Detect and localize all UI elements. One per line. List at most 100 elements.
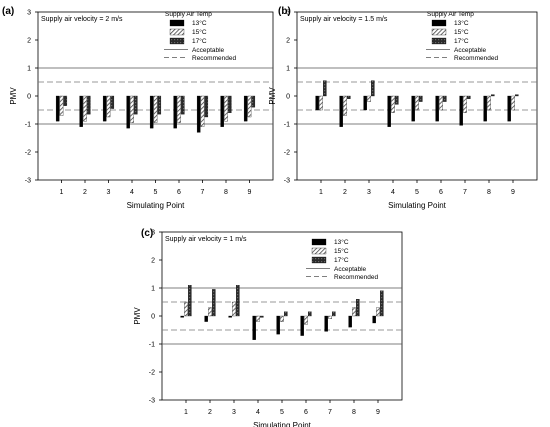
bar-17C-point-6 — [181, 95, 185, 115]
bar-15C-point-2 — [343, 95, 347, 116]
bar-15C-point-7 — [463, 95, 467, 113]
bar-17C-point-3 — [236, 285, 240, 317]
bar-17C-point-7 — [332, 311, 336, 317]
bar-15C-point-5 — [153, 95, 158, 123]
x-tick-label: 1 — [184, 409, 188, 416]
y-tick-label: -3 — [149, 398, 155, 405]
legend-label: 15°C — [334, 247, 349, 255]
x-tick-label: 3 — [232, 409, 236, 416]
x-axis-title: Simulating Point — [127, 201, 186, 210]
legend-swatch-1 — [311, 247, 327, 255]
bar-15C-point-2 — [208, 307, 212, 317]
bar-15C-point-9 — [511, 95, 515, 111]
y-tick-label: 3 — [27, 10, 31, 17]
legend-label: Acceptable — [334, 266, 367, 273]
bar-13C-point-8 — [220, 95, 224, 127]
bar-13C-point-2 — [79, 95, 83, 127]
x-tick-label: 4 — [391, 189, 395, 196]
y-tick-label: -1 — [284, 122, 290, 129]
x-axis-title: Simulating Point — [253, 421, 312, 427]
bar-15C-point-5 — [280, 315, 284, 322]
bar-15C-point-8 — [224, 95, 228, 122]
bar-17C-point-2 — [87, 95, 91, 115]
bar-13C-point-9 — [243, 95, 248, 122]
y-axis-title: PMV — [133, 307, 142, 325]
bar-17C-point-7 — [467, 95, 471, 99]
bar-13C-point-7 — [459, 95, 463, 126]
x-tick-label: 4 — [256, 409, 260, 416]
y-tick-label: 0 — [286, 94, 290, 101]
y-tick-label: -3 — [284, 178, 290, 185]
x-tick-label: 8 — [224, 189, 228, 196]
bar-13C-point-5 — [149, 95, 154, 129]
legend-label: 17°C — [334, 256, 349, 264]
bar-17C-point-6 — [443, 95, 447, 102]
x-tick-label: 2 — [83, 189, 87, 196]
x-tick-label: 1 — [319, 189, 323, 196]
y-tick-label: 1 — [286, 66, 290, 73]
bar-17C-point-5 — [157, 95, 162, 115]
bar-13C-point-7 — [324, 315, 328, 332]
bar-13C-point-3 — [228, 315, 232, 318]
x-tick-label: 8 — [487, 189, 491, 196]
legend-swatch-2 — [169, 37, 185, 45]
velocity-annotation: Supply air velocity = 1 m/s — [165, 236, 247, 243]
y-axis-title: PMV — [268, 87, 277, 105]
bar-17C-point-7 — [204, 95, 209, 118]
bar-15C-point-7 — [200, 95, 205, 127]
x-tick-label: 3 — [367, 189, 371, 196]
bar-17C-point-8 — [228, 95, 232, 113]
bar-17C-point-9 — [515, 94, 519, 97]
legend-label: 15°C — [192, 28, 207, 36]
bar-13C-point-3 — [102, 95, 107, 122]
bar-15C-point-4 — [256, 315, 260, 322]
y-tick-label: 0 — [27, 94, 31, 101]
velocity-annotation: Supply air velocity = 1.5 m/s — [300, 16, 388, 23]
legend-swatch-0 — [431, 19, 447, 27]
y-tick-label: 3 — [151, 230, 155, 237]
y-tick-label: 3 — [286, 10, 290, 17]
bar-13C-point-3 — [363, 95, 367, 111]
x-tick-label: 5 — [415, 189, 419, 196]
bar-13C-point-2 — [339, 95, 343, 127]
x-tick-label: 9 — [248, 189, 252, 196]
y-tick-label: -3 — [25, 178, 31, 185]
y-tick-label: 0 — [151, 314, 155, 321]
bar-17C-point-5 — [284, 311, 288, 317]
legend-title: Supply Air Temp — [165, 11, 212, 18]
x-tick-label: 2 — [343, 189, 347, 196]
velocity-annotation: Supply air velocity = 2 m/s — [41, 16, 123, 23]
bar-17C-point-9 — [251, 95, 256, 108]
legend-label: Recommended — [192, 55, 236, 62]
x-tick-label: 1 — [60, 189, 64, 196]
legend-swatch-0 — [311, 238, 327, 246]
bar-13C-point-5 — [276, 315, 280, 335]
bar-15C-point-6 — [177, 95, 181, 123]
bar-13C-point-8 — [348, 315, 352, 328]
bar-13C-point-6 — [300, 315, 304, 336]
bar-13C-point-6 — [435, 95, 439, 122]
bar-13C-point-8 — [483, 95, 487, 122]
x-tick-label: 4 — [130, 189, 134, 196]
bar-17C-point-1 — [188, 285, 192, 317]
x-axis-title: Simulating Point — [388, 201, 447, 210]
bar-15C-point-8 — [352, 307, 356, 317]
chart-panel-1: -3 -2 -1 0 1 2 3 1 2 3 4 5 6 7 8 9 Simulating Point PMV (b… — [268, 6, 538, 210]
x-tick-label: 6 — [304, 409, 308, 416]
bar-13C-point-1 — [315, 95, 319, 111]
x-tick-label: 6 — [177, 189, 181, 196]
x-tick-label: 5 — [280, 409, 284, 416]
bar-13C-point-2 — [204, 315, 208, 322]
legend-label: 13°C — [454, 19, 469, 27]
chart-panel-2: -3 -2 -1 0 1 2 3 1 2 3 4 5 6 7 8 9 Simulating Point PMV (c… — [133, 228, 403, 427]
legend-swatch-1 — [169, 28, 185, 36]
bar-15C-point-3 — [232, 301, 236, 317]
bar-15C-point-1 — [59, 95, 64, 116]
bar-17C-point-2 — [347, 95, 351, 99]
bar-13C-point-9 — [372, 315, 376, 324]
panel-label: (c) — [141, 228, 153, 239]
bar-17C-point-1 — [63, 95, 68, 106]
x-tick-label: 5 — [154, 189, 158, 196]
